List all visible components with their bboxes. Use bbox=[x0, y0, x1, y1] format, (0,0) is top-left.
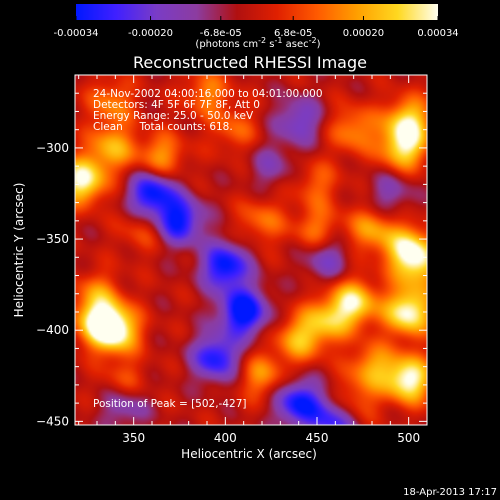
units-mid2: asec bbox=[283, 39, 309, 50]
axis-ticks: 350 400 450 500 −300 −350 −400 −450 bbox=[36, 74, 428, 445]
footer-date: 18-Apr-2013 17:17 bbox=[403, 487, 497, 498]
x-tick-label: 350 bbox=[122, 431, 145, 445]
colorbar-tick-label: -0.00034 bbox=[54, 28, 99, 39]
units-exp1: -2 bbox=[258, 36, 266, 45]
info-energy-range: Energy Range: 25.0 - 50.0 keV bbox=[93, 110, 254, 122]
y-tick-label: −350 bbox=[36, 232, 69, 246]
y-axis-label: Heliocentric Y (arcsec) bbox=[12, 183, 26, 318]
chart-title: Reconstructed RHESSI Image bbox=[133, 53, 367, 72]
plot-frame bbox=[74, 74, 428, 426]
y-tick-label: −450 bbox=[36, 414, 69, 428]
peak-position-label: Position of Peak = [502,-427] bbox=[93, 398, 247, 410]
info-block: 24-Nov-2002 04:00:16.000 to 04:01:00.000… bbox=[93, 88, 323, 133]
units-mid: s bbox=[266, 39, 274, 50]
colorbar: -0.00034 -0.00020 -6.8e-05 6.8e-05 0.00020 0.… bbox=[54, 4, 459, 50]
colorbar-tick-label: 0.00020 bbox=[343, 28, 384, 39]
units-prefix: (photons cm bbox=[195, 39, 258, 50]
colorbar-tick-label: -0.00020 bbox=[128, 28, 173, 39]
info-time-range: 24-Nov-2002 04:00:16.000 to 04:01:00.000 bbox=[93, 88, 323, 100]
heatmap-raster bbox=[75, 75, 427, 425]
colorbar-tick-label: -6.8e-05 bbox=[200, 28, 242, 39]
info-detectors: Detectors: 4F 5F 6F 7F 8F, Att 0 bbox=[93, 99, 260, 111]
info-clean-counts: Clean Total counts: 618. bbox=[93, 121, 233, 133]
units-suffix: ) bbox=[317, 39, 321, 50]
x-tick-label: 500 bbox=[397, 431, 420, 445]
x-tick-label: 400 bbox=[214, 431, 237, 445]
heatmap-image bbox=[75, 75, 427, 425]
units-exp3: -2 bbox=[309, 36, 317, 45]
colorbar-gradient bbox=[76, 4, 438, 20]
y-tick-label: −300 bbox=[36, 141, 69, 155]
colorbar-ticks: -0.00034 -0.00020 -6.8e-05 6.8e-05 0.00020 0.… bbox=[54, 16, 459, 39]
colorbar-units-label: (photons cm-2 s-1 asec-2) bbox=[195, 36, 320, 50]
x-tick-label: 450 bbox=[306, 431, 329, 445]
colorbar-tick-label: 0.00034 bbox=[417, 28, 458, 39]
colorbar-tick-label: 6.8e-05 bbox=[274, 28, 312, 39]
y-tick-label: −400 bbox=[36, 323, 69, 337]
x-axis-label: Heliocentric X (arcsec) bbox=[181, 447, 317, 461]
units-exp2: -1 bbox=[275, 36, 283, 45]
